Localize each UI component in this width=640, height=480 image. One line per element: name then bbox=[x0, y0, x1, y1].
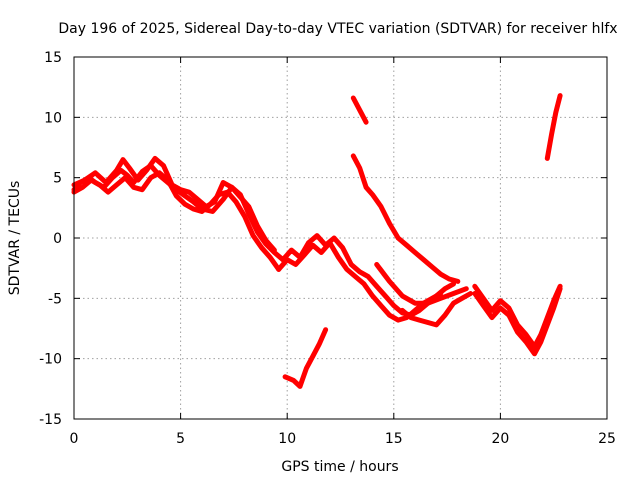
y-tick-label: 10 bbox=[44, 110, 62, 126]
x-tick-label: 15 bbox=[385, 431, 403, 447]
series-track-main-b bbox=[71, 170, 282, 272]
y-tick-label: 0 bbox=[53, 231, 62, 247]
series-track-sub-15 bbox=[374, 262, 469, 306]
grid bbox=[74, 57, 607, 419]
y-tick-label: 15 bbox=[44, 50, 62, 66]
x-tick-label: 25 bbox=[598, 431, 616, 447]
series-track-diag bbox=[350, 153, 461, 284]
y-axis-label: SDTVAR / TECUs bbox=[7, 181, 23, 296]
series-track-mid-c bbox=[399, 291, 474, 328]
y-tick-label: -15 bbox=[39, 412, 62, 428]
x-tick-label: 10 bbox=[278, 431, 296, 447]
series-track-late bbox=[472, 286, 563, 357]
y-tick-label: 5 bbox=[53, 171, 62, 187]
series-track-bottom bbox=[282, 327, 329, 389]
y-tick-label: -10 bbox=[39, 352, 62, 368]
series-group bbox=[71, 93, 563, 389]
series-track-steep-top bbox=[350, 95, 369, 125]
series-track-right-rise bbox=[544, 93, 563, 161]
x-tick-label: 5 bbox=[176, 431, 185, 447]
x-tick-label: 0 bbox=[70, 431, 79, 447]
series-track-late-b bbox=[472, 283, 563, 350]
x-tick-label: 20 bbox=[491, 431, 509, 447]
series-track-mid-b bbox=[276, 240, 444, 323]
y-tick-label: -5 bbox=[48, 291, 62, 307]
chart-title: Day 196 of 2025, Sidereal Day-to-day VTE… bbox=[58, 21, 617, 37]
series-track-main-c bbox=[71, 155, 277, 253]
x-axis-label: GPS time / hours bbox=[281, 459, 398, 475]
x-axis: 0 5 10 15 20 25 bbox=[70, 57, 616, 447]
y-axis: -15 -10 -5 0 5 10 15 bbox=[39, 50, 607, 428]
